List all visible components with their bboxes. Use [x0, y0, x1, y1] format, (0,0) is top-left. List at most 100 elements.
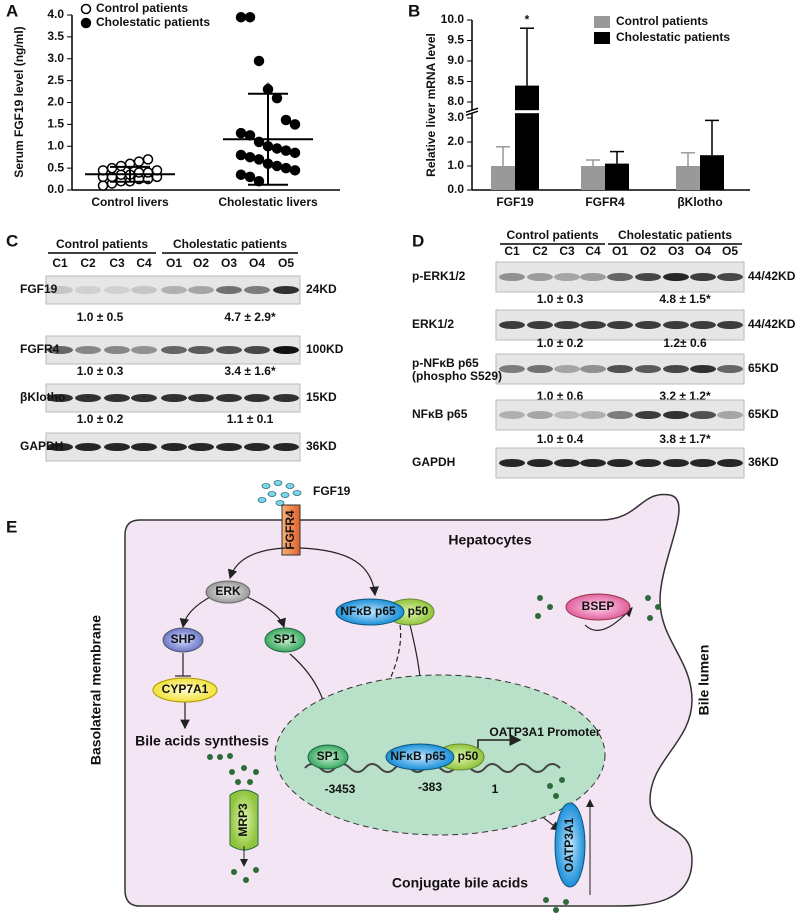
axis-break: [465, 107, 479, 116]
data-point: [271, 92, 283, 104]
legend-label: Cholestatic patients: [616, 30, 730, 44]
blot-band: [244, 346, 270, 354]
lumen-label: Bile lumen: [696, 645, 712, 716]
size-label: 36KD: [306, 439, 337, 453]
data-point: [133, 167, 145, 178]
blot-band: [104, 346, 130, 354]
blot-band: [499, 365, 525, 373]
y-tick-label: 3.5: [47, 29, 64, 43]
data-point: [142, 167, 154, 178]
y-axis-label: Serum FGF19 level (ng/ml): [12, 26, 26, 177]
bar: [581, 166, 605, 190]
group-label: Control patients: [56, 237, 148, 251]
lane-label: O1: [166, 256, 182, 270]
blot-band: [527, 411, 553, 419]
position-label: -383: [418, 780, 442, 794]
blot-band: [499, 459, 525, 467]
size-label: 24KD: [306, 282, 337, 296]
data-point: [97, 180, 109, 191]
sp1-node: [307, 744, 349, 770]
bar: [700, 155, 724, 190]
bar: [491, 166, 515, 190]
blot-band: [527, 365, 553, 373]
pathway-diagram: FGF19 FGFR4 Hepatocytes ERK SHP SP1 CYP7…: [88, 480, 712, 913]
lane-label: C1: [52, 256, 68, 270]
panel-label: E: [6, 517, 17, 536]
y-tick-label: 0.0: [47, 182, 64, 196]
blot-band: [104, 443, 130, 451]
mrp3-transporter: [229, 789, 259, 851]
node-label: NFκB p65: [390, 749, 446, 763]
lane-label: O1: [612, 244, 628, 258]
quantification: 4.8 ± 1.5*: [659, 292, 711, 306]
blot-band: [690, 321, 716, 329]
row-label: NFκB p65: [412, 407, 468, 421]
bsep-node: [565, 593, 631, 621]
transport-label: Conjugate bile acids: [392, 875, 528, 891]
blot-band: [131, 286, 157, 294]
blot-band: [554, 459, 580, 467]
size-label: 44/42KD: [748, 269, 796, 283]
size-label: 44/42KD: [748, 317, 796, 331]
blot-band: [75, 443, 101, 451]
blot-band: [244, 394, 270, 402]
blot-band: [635, 273, 661, 281]
blot-band: [499, 411, 525, 419]
bile-acid-dots: [207, 753, 233, 760]
y-tick-label: 3.0: [447, 110, 464, 124]
bar-break: [514, 110, 540, 114]
y-tick-label: 0.5: [47, 160, 64, 174]
blot-band: [104, 286, 130, 294]
blot-band: [131, 443, 157, 451]
lane-label: O4: [249, 256, 265, 270]
annotation: *: [525, 12, 530, 26]
data-point: [235, 127, 247, 139]
lane-label: C4: [585, 244, 601, 258]
data-point: [280, 162, 292, 174]
blot-band: [273, 443, 299, 451]
y-tick-label: 3.0: [47, 51, 64, 65]
process-label: Bile acids synthesis: [135, 733, 269, 749]
legend-marker: [80, 3, 92, 15]
quantification: 1.1 ± 0.1: [227, 412, 274, 426]
blot-band: [216, 443, 242, 451]
blot-band: [75, 394, 101, 402]
sp1-node: [264, 627, 306, 653]
node-label: CYP7A1: [162, 682, 209, 696]
lane-label: C2: [532, 244, 548, 258]
blot-c: Control patients C1 C2 C3 C4 Cholestatic pati…: [20, 237, 344, 462]
blot-band: [690, 273, 716, 281]
blot-band: [663, 411, 689, 419]
ligand-label: FGF19: [313, 484, 351, 498]
blot-band: [527, 321, 553, 329]
quantification: 1.0 ± 0.4: [537, 432, 584, 446]
data-point: [289, 147, 301, 159]
shp-node: [162, 627, 204, 653]
data-point: [244, 151, 256, 163]
quantification: 1.0 ± 0.2: [77, 412, 124, 426]
row-label: FGF19: [20, 282, 58, 296]
y-tick-label: 9.5: [447, 33, 464, 47]
blot-band: [273, 394, 299, 402]
blot-band: [607, 365, 633, 373]
node-label: SP1: [317, 749, 340, 763]
blot-band: [717, 459, 743, 467]
blot-band: [580, 459, 606, 467]
node-label: SHP: [171, 632, 196, 646]
blot-d: Control patients C1 C2 C3 C4 Cholestatic pati…: [412, 228, 796, 479]
data-point: [235, 11, 247, 23]
annotation: *: [266, 80, 271, 94]
blot-band: [527, 459, 553, 467]
receptor-label: FGFR4: [283, 510, 297, 550]
blot-band: [607, 459, 633, 467]
blot-band: [75, 346, 101, 354]
lane-label: O2: [193, 256, 209, 270]
data-point: [271, 160, 283, 172]
row-label: GAPDH: [412, 455, 455, 469]
group-label: Control patients: [507, 228, 599, 242]
panel-label: D: [412, 231, 424, 250]
blot-band: [607, 273, 633, 281]
legend-marker: [594, 16, 610, 28]
